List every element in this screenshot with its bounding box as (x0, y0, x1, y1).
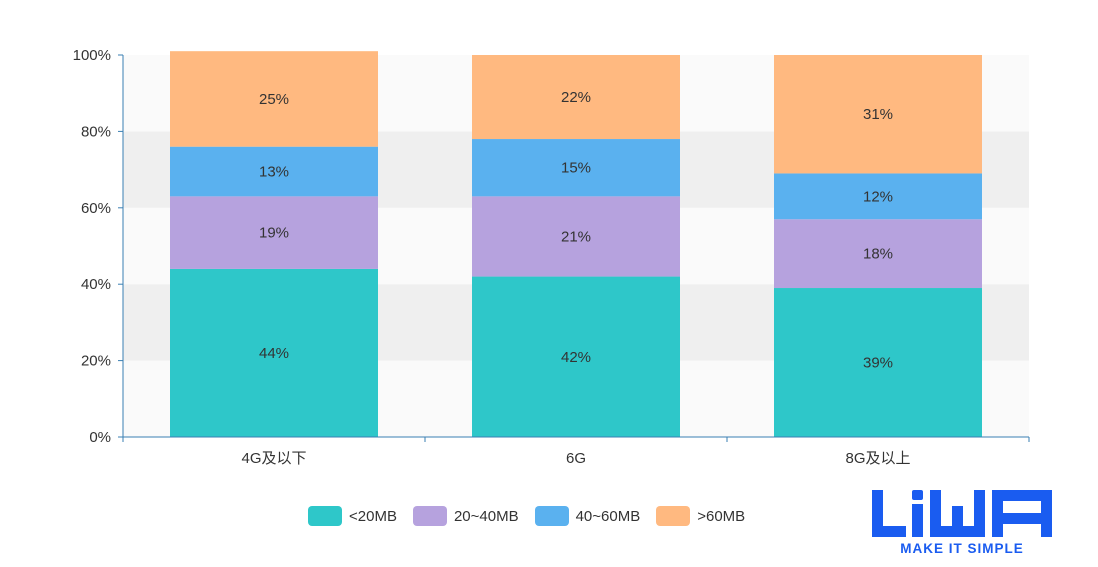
data-label: 25% (259, 91, 289, 108)
legend-swatch (308, 506, 342, 526)
axes (118, 54, 1030, 442)
data-label: 19% (259, 225, 289, 242)
data-label: 39% (863, 355, 893, 372)
bar-segment[interactable] (774, 55, 982, 174)
y-tick-label: 100% (73, 47, 111, 64)
data-label: 22% (561, 89, 591, 106)
data-label: 31% (863, 106, 893, 123)
x-tick-label: 6G (566, 450, 586, 467)
y-tick-label: 20% (81, 353, 111, 370)
bar-segment[interactable] (774, 288, 982, 437)
bar-segment[interactable] (170, 268, 378, 437)
logo-tagline: MAKE IT SIMPLE (900, 541, 1024, 556)
legend-label: 40~60MB (575, 507, 641, 525)
legend-label: 20~40MB (453, 507, 519, 525)
bar-segment[interactable] (472, 139, 680, 197)
data-label: 15% (561, 160, 591, 177)
y-tick-label: 40% (81, 276, 111, 293)
bar-segment[interactable] (472, 196, 680, 277)
legend: <20MB 20~40MB 40~60MB >60MB (308, 506, 745, 526)
y-tick-label: 80% (81, 123, 111, 140)
y-tick-label: 60% (81, 200, 111, 217)
axis-labels: 0% 20% 40% 60% 80% 100% 4G及以下 6G 8G及以上 (73, 47, 911, 467)
legend-item-20-40mb[interactable]: 20~40MB (412, 506, 519, 526)
data-label: 42% (561, 349, 591, 366)
legend-swatch (412, 506, 447, 526)
legend-item-lt20mb[interactable]: <20MB (308, 506, 397, 526)
legend-item-gt60mb[interactable]: >60MB (656, 506, 745, 526)
data-label: 44% (259, 345, 289, 362)
legend-swatch (534, 506, 569, 526)
bar-segment[interactable] (472, 276, 680, 437)
data-label: 12% (863, 188, 893, 205)
data-label: 13% (259, 164, 289, 181)
legend-item-40-60mb[interactable]: 40~60MB (534, 506, 641, 526)
bar-segment[interactable] (170, 146, 378, 197)
x-tick-label: 4G及以下 (241, 450, 306, 467)
x-tick-label: 8G及以上 (845, 450, 910, 467)
bar-segment[interactable] (170, 51, 378, 147)
bar-stacks: 44% 19% 13% 25% 42% 21% 15% 22% 39% 18% 12% 31% (170, 51, 982, 437)
liwa-logo: MAKE IT SIMPLE (872, 488, 1062, 560)
stacked-bar-chart: 44% 19% 13% 25% 42% 21% 15% 22% 39% 18% 12% 31% 0% 2… (73, 47, 1030, 467)
bar-segment[interactable] (774, 219, 982, 289)
legend-label: <20MB (349, 507, 397, 525)
data-label: 21% (561, 228, 591, 245)
y-tick-label: 0% (89, 429, 111, 446)
legend-label: >60MB (697, 507, 746, 525)
data-label: 18% (863, 246, 893, 263)
liwa-wordmark (872, 490, 1052, 537)
bar-segment[interactable] (774, 173, 982, 220)
bar-segment[interactable] (472, 55, 680, 140)
legend-swatch (656, 506, 691, 526)
bar-segment[interactable] (170, 196, 378, 269)
